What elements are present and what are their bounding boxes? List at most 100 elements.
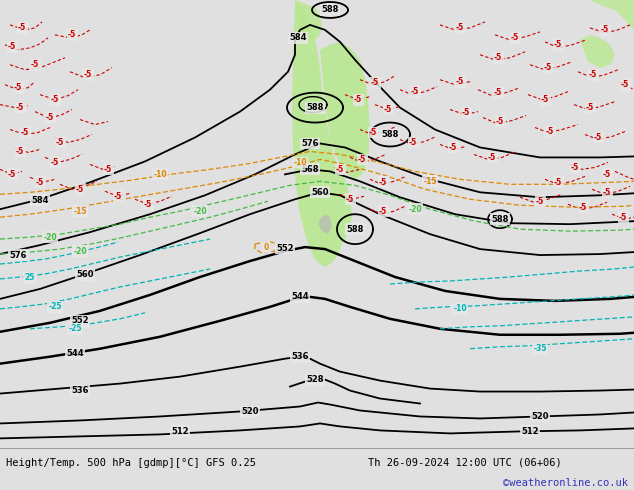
Text: -5: -5 bbox=[371, 78, 379, 87]
Text: -5: -5 bbox=[456, 24, 464, 32]
Text: 544: 544 bbox=[291, 293, 309, 301]
Text: -5: -5 bbox=[358, 155, 366, 164]
Polygon shape bbox=[320, 42, 370, 179]
Text: -25: -25 bbox=[48, 302, 61, 311]
Text: -5: -5 bbox=[384, 105, 392, 114]
Text: -5: -5 bbox=[449, 143, 457, 152]
Text: -5: -5 bbox=[51, 95, 59, 104]
Polygon shape bbox=[580, 35, 615, 68]
Text: 584: 584 bbox=[289, 33, 307, 42]
Text: -5: -5 bbox=[16, 147, 24, 156]
Text: 536: 536 bbox=[71, 386, 89, 395]
Text: 588: 588 bbox=[381, 130, 399, 139]
Text: -20: -20 bbox=[43, 233, 57, 242]
Text: 552: 552 bbox=[276, 244, 294, 252]
Text: -10: -10 bbox=[453, 304, 467, 314]
Text: 520: 520 bbox=[242, 407, 259, 416]
Text: 588: 588 bbox=[346, 224, 364, 234]
Text: -25: -25 bbox=[68, 324, 82, 333]
Text: 544: 544 bbox=[66, 349, 84, 358]
Text: 520: 520 bbox=[531, 412, 549, 421]
Text: -5: -5 bbox=[594, 133, 602, 142]
Text: -5: -5 bbox=[601, 25, 609, 34]
Text: -5: -5 bbox=[496, 117, 504, 126]
Text: 560: 560 bbox=[76, 270, 94, 279]
Text: -5: -5 bbox=[84, 70, 92, 79]
Text: -20: -20 bbox=[408, 205, 422, 214]
Polygon shape bbox=[318, 214, 332, 234]
Text: 576: 576 bbox=[10, 250, 27, 260]
Text: -5: -5 bbox=[511, 33, 519, 42]
Text: -5: -5 bbox=[603, 188, 611, 197]
Text: 528: 528 bbox=[306, 375, 324, 384]
Text: -5: -5 bbox=[51, 158, 59, 167]
Text: -5: -5 bbox=[36, 178, 44, 187]
Text: -5: -5 bbox=[544, 63, 552, 72]
Text: 25: 25 bbox=[25, 273, 36, 282]
Text: 584: 584 bbox=[31, 196, 49, 205]
Text: -5: -5 bbox=[409, 138, 417, 147]
Text: -5: -5 bbox=[46, 113, 54, 122]
Text: -5: -5 bbox=[346, 195, 354, 204]
Text: -5: -5 bbox=[21, 128, 29, 137]
Text: -20: -20 bbox=[73, 246, 87, 256]
Text: -5: -5 bbox=[541, 95, 549, 104]
Text: -5: -5 bbox=[18, 24, 26, 32]
Text: -5: -5 bbox=[536, 197, 544, 206]
Polygon shape bbox=[295, 0, 322, 40]
Text: Th 26-09-2024 12:00 UTC (06+06): Th 26-09-2024 12:00 UTC (06+06) bbox=[368, 458, 562, 468]
Text: 588: 588 bbox=[321, 5, 339, 15]
Text: -5: -5 bbox=[56, 138, 64, 147]
Text: -5: -5 bbox=[114, 192, 122, 201]
Text: -5: -5 bbox=[494, 53, 502, 62]
Text: -5: -5 bbox=[411, 87, 419, 96]
Text: -10: -10 bbox=[153, 170, 167, 179]
Text: -5: -5 bbox=[68, 30, 76, 39]
Polygon shape bbox=[590, 0, 634, 30]
Text: -5: -5 bbox=[488, 153, 496, 162]
Text: -5: -5 bbox=[14, 83, 22, 92]
Text: Height/Temp. 500 hPa [gdmp][°C] GFS 0.25: Height/Temp. 500 hPa [gdmp][°C] GFS 0.25 bbox=[6, 458, 256, 468]
Text: -20: -20 bbox=[193, 207, 207, 216]
Text: -5: -5 bbox=[104, 165, 112, 174]
Text: -5: -5 bbox=[619, 213, 627, 221]
Text: -5: -5 bbox=[8, 170, 16, 179]
Text: -5: -5 bbox=[554, 178, 562, 187]
Text: -5: -5 bbox=[16, 103, 24, 112]
Text: 588: 588 bbox=[306, 103, 324, 112]
Text: 588: 588 bbox=[491, 215, 508, 224]
Text: -5: -5 bbox=[571, 163, 579, 172]
Text: 536: 536 bbox=[291, 352, 309, 361]
Text: -10: -10 bbox=[293, 158, 307, 167]
Text: 568: 568 bbox=[301, 165, 319, 174]
Text: -5: -5 bbox=[379, 207, 387, 216]
Text: -5: -5 bbox=[462, 108, 470, 117]
Polygon shape bbox=[292, 0, 352, 267]
Text: -5: -5 bbox=[586, 103, 594, 112]
Text: -5: -5 bbox=[579, 203, 587, 212]
Text: -5: -5 bbox=[144, 200, 152, 209]
Text: -5: -5 bbox=[31, 60, 39, 69]
Text: -5: -5 bbox=[546, 127, 554, 136]
Text: -5: -5 bbox=[369, 128, 377, 137]
Text: -5: -5 bbox=[456, 77, 464, 86]
Text: 576: 576 bbox=[301, 139, 319, 148]
Text: -35: -35 bbox=[533, 344, 547, 353]
Text: 0: 0 bbox=[263, 243, 269, 251]
Text: -15: -15 bbox=[424, 177, 437, 186]
Text: -5: -5 bbox=[8, 42, 16, 51]
Text: -5: -5 bbox=[554, 40, 562, 49]
Text: -5: -5 bbox=[621, 80, 629, 89]
Text: -5: -5 bbox=[336, 165, 344, 174]
Text: -5: -5 bbox=[76, 185, 84, 194]
Text: ©weatheronline.co.uk: ©weatheronline.co.uk bbox=[503, 477, 628, 488]
Text: -5: -5 bbox=[589, 70, 597, 79]
Text: -5: -5 bbox=[354, 95, 362, 104]
Text: 512: 512 bbox=[521, 427, 539, 436]
Text: -5: -5 bbox=[379, 178, 387, 187]
Text: -5: -5 bbox=[603, 170, 611, 179]
Text: -15: -15 bbox=[74, 207, 87, 216]
Text: 512: 512 bbox=[171, 427, 189, 436]
Text: 560: 560 bbox=[311, 188, 329, 197]
Text: 552: 552 bbox=[71, 317, 89, 325]
